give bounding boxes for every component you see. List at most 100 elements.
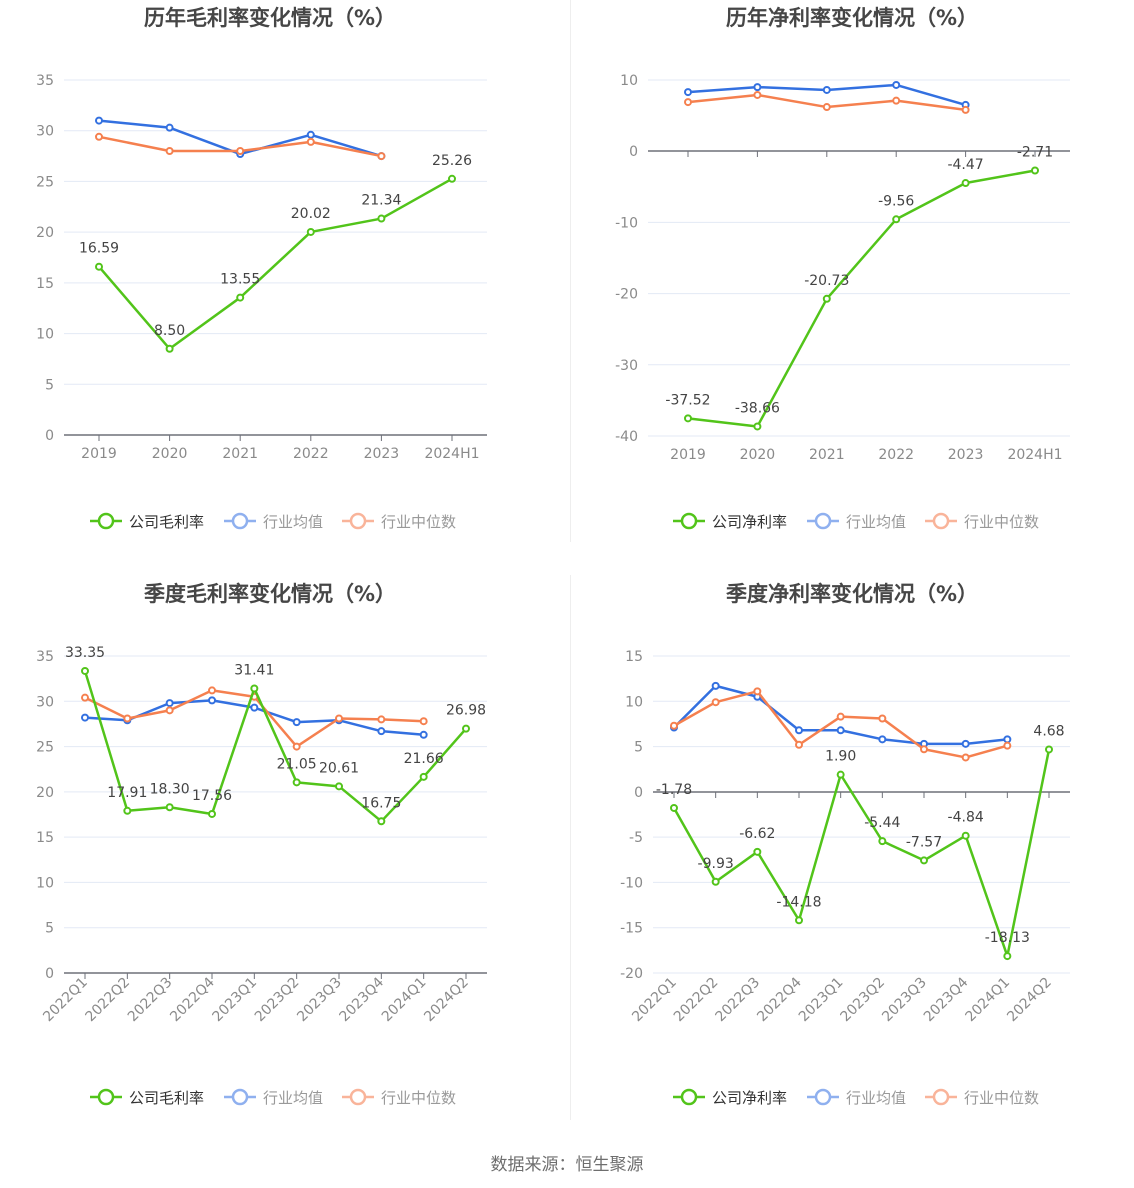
data-point [836, 770, 845, 779]
annual-gross-margin-chart: 历年毛利率变化情况（%） 35 30 25 20 15 10 5 0 2019 2020 2021 20… [36, 6, 487, 531]
y-tick-label: 20 [36, 785, 54, 801]
data-point [377, 817, 386, 826]
data-point [95, 132, 103, 141]
vertical-divider-bottom [570, 575, 571, 1120]
x-tick-label: 2021 [809, 447, 845, 463]
data-point [878, 837, 887, 846]
data-point [878, 714, 887, 723]
series-line-company [687, 169, 1036, 428]
data-point [250, 703, 259, 712]
data-label: 31.41 [234, 663, 274, 679]
y-tick-label: 5 [634, 740, 643, 756]
y-tick-label: 25 [36, 174, 54, 190]
y-tick-label: -5 [629, 830, 643, 846]
legend-circle-icon [680, 1088, 698, 1106]
data-point [419, 772, 428, 781]
legend-circle-icon [814, 1088, 832, 1106]
quarterly-gross-margin-chart: 季度毛利率变化情况（%）353025201510502022Q12022Q220… [36, 582, 487, 1107]
data-label: 16.59 [79, 241, 119, 257]
data-label: -38.66 [735, 400, 780, 416]
legend-item[interactable]: 公司净利率 [673, 1088, 787, 1107]
data-point [1003, 735, 1012, 744]
legend-item[interactable]: 行业均值 [807, 1088, 906, 1107]
legend-label: 公司毛利率 [129, 513, 204, 531]
x-tick-label: 2022Q4 [754, 974, 805, 1025]
legend-item[interactable]: 行业均值 [224, 1088, 323, 1107]
data-point [306, 227, 315, 236]
x-tick-label: 2022 [293, 446, 329, 462]
x-tick-label: 2023Q1 [210, 975, 261, 1026]
legend-item[interactable]: 行业均值 [224, 512, 323, 531]
data-label: -1.78 [656, 782, 692, 798]
data-source-note: 数据来源：恒生聚源 [490, 1155, 644, 1175]
data-label: -9.93 [698, 856, 734, 872]
y-tick-label: -30 [615, 358, 638, 374]
data-label: -7.57 [906, 834, 942, 850]
legend-label: 行业均值 [846, 1089, 906, 1107]
data-point [292, 742, 301, 751]
y-tick-label: 0 [634, 785, 643, 801]
legend-item[interactable]: 公司净利率 [673, 512, 787, 531]
data-point [165, 123, 174, 132]
x-tick-label: 2022Q3 [713, 975, 764, 1026]
data-label: 18.30 [150, 781, 190, 797]
legend-item[interactable]: 行业中位数 [342, 512, 456, 531]
x-tick-label: 2022Q3 [125, 975, 176, 1026]
x-tick-label: 2024H1 [1007, 447, 1062, 463]
legend-circle-icon [349, 1088, 367, 1106]
y-tick-label: 15 [625, 649, 643, 665]
legend-item[interactable]: 行业均值 [807, 512, 906, 531]
data-point [123, 714, 132, 723]
data-point [95, 116, 103, 125]
legend-item[interactable]: 行业中位数 [925, 1088, 1039, 1107]
y-tick-label: 20 [36, 225, 54, 241]
data-point [1031, 166, 1039, 175]
data-label: 13.55 [220, 272, 260, 288]
data-point [1003, 952, 1012, 961]
data-label: 26.98 [446, 703, 486, 719]
data-point [448, 174, 456, 183]
data-point [306, 137, 315, 146]
y-tick-label: -20 [615, 287, 638, 303]
data-label: 21.05 [277, 756, 317, 772]
data-point [377, 727, 386, 736]
data-point [81, 713, 89, 722]
chart-title: 历年净利率变化情况（%） [726, 6, 978, 30]
legend-item[interactable]: 行业中位数 [342, 1088, 456, 1107]
x-tick-label: 2020 [740, 447, 776, 463]
y-tick-label: 5 [45, 377, 54, 393]
y-tick-label: 10 [625, 694, 643, 710]
x-tick-label: 2023Q4 [921, 974, 972, 1025]
data-point [878, 735, 887, 744]
data-point [684, 88, 692, 97]
legend-label: 行业均值 [263, 1089, 323, 1107]
data-point [795, 740, 803, 749]
y-tick-label: -40 [615, 429, 638, 445]
legend-label: 公司净利率 [712, 1089, 787, 1107]
legend-item[interactable]: 行业中位数 [925, 512, 1039, 531]
chart-title: 历年毛利率变化情况（%） [144, 6, 396, 30]
legend-label: 行业中位数 [381, 513, 456, 531]
legend-circle-icon [932, 512, 950, 530]
data-label: 1.90 [825, 749, 856, 765]
legend-label: 行业中位数 [964, 1089, 1039, 1107]
legend-circle-icon [231, 512, 249, 530]
x-tick-label: 2023 [948, 447, 984, 463]
data-point [1045, 745, 1053, 754]
y-tick-label: 30 [36, 694, 54, 710]
data-point [236, 147, 245, 155]
x-tick-label: 2022Q1 [40, 975, 91, 1026]
data-point [165, 706, 174, 715]
data-label: 21.66 [404, 751, 444, 767]
x-tick-label: 2024Q2 [421, 975, 472, 1026]
data-point [795, 916, 803, 925]
data-point [920, 745, 928, 754]
y-tick-label: -10 [615, 215, 638, 231]
chart-title: 季度毛利率变化情况（%） [144, 582, 396, 606]
data-point [123, 806, 132, 815]
data-label: 4.68 [1033, 723, 1064, 739]
legend-item[interactable]: 公司毛利率 [90, 512, 204, 531]
y-tick-label: -20 [620, 966, 643, 982]
legend-item[interactable]: 公司毛利率 [90, 1088, 204, 1107]
data-point [419, 717, 428, 726]
